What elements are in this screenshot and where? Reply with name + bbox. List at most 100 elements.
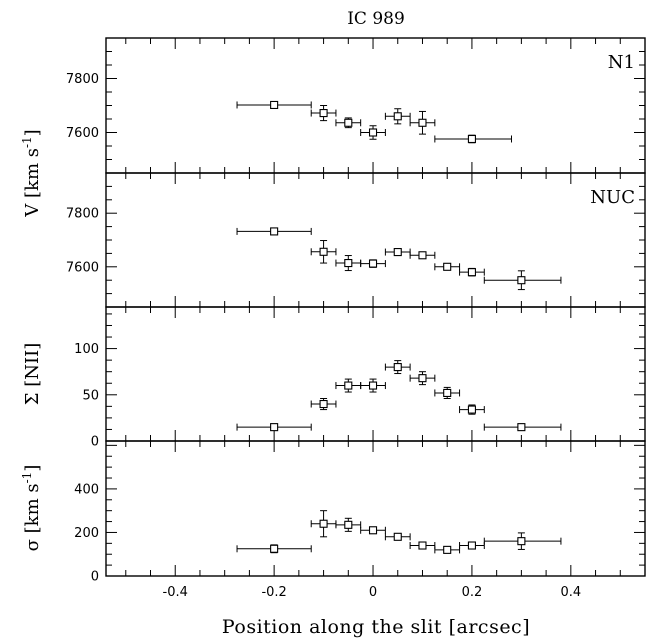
x-axis-label: Position along the slit [arcsec] [222, 616, 530, 638]
data-point [409, 371, 436, 386]
figure-title: IC 989 [347, 9, 405, 29]
marker-square [467, 541, 476, 550]
panel-1: 7800 7600 N1 [66, 37, 646, 174]
data-point [483, 270, 562, 291]
data-point [360, 125, 386, 140]
data-point [434, 262, 461, 271]
ylabel-units: [km s [22, 148, 43, 198]
data-point [409, 541, 436, 550]
x-tick-label: -0.4 [163, 585, 188, 600]
marker-square [270, 227, 279, 236]
data-point [409, 251, 436, 260]
y-tick-label: 7800 [66, 207, 99, 222]
marker-square [368, 381, 378, 390]
marker-square [368, 259, 378, 268]
marker-square [443, 545, 452, 554]
marker-square [443, 388, 452, 397]
y-axis-label-dispersion: σ [km s-1] [20, 465, 43, 552]
x-tick-label: 0.2 [462, 585, 483, 600]
marker-square [368, 128, 378, 137]
y-tick-label: 7600 [66, 260, 99, 275]
data-point [236, 423, 312, 432]
data-point [335, 255, 362, 272]
marker-square [418, 251, 427, 260]
panels: 7800 7600 N1 7800 7600 NUC 100 50 0 400 200 0 V [km … [20, 37, 646, 585]
marker-square [319, 519, 328, 528]
ylabel-bracket: ] [22, 129, 43, 136]
marker-square [393, 248, 402, 257]
marker-square [319, 247, 328, 256]
panel-4: 400 200 0 [74, 440, 646, 585]
panel-frame [105, 440, 646, 577]
data-point [335, 117, 362, 129]
marker-square [418, 374, 427, 383]
marker-square [393, 532, 402, 541]
marker-square [270, 100, 279, 110]
data-point [335, 378, 362, 393]
marker-square [467, 405, 476, 414]
data-point [384, 248, 411, 257]
data-point [483, 423, 562, 432]
data-point [360, 526, 386, 535]
data-point [459, 267, 485, 277]
y-tick-label: 100 [74, 342, 99, 357]
ylabel-symbol: V [22, 198, 43, 218]
marker-square [368, 526, 378, 535]
data-point [236, 544, 312, 554]
marker-square [517, 423, 526, 432]
data-point [459, 404, 485, 415]
x-tick-label: 0 [369, 585, 377, 600]
data-point [310, 397, 337, 411]
data-point [384, 360, 411, 375]
marker-square [319, 399, 328, 409]
marker-square [467, 134, 476, 144]
panel-frame [105, 306, 646, 442]
y-tick-label: 7600 [66, 126, 99, 141]
data-point [434, 545, 461, 554]
marker-square [517, 537, 526, 546]
marker-square [418, 541, 427, 550]
data-point [483, 532, 562, 550]
data-point [459, 541, 485, 550]
y-axis-label-flux: Σ [NII] [22, 343, 43, 405]
y-tick-label: 400 [74, 482, 99, 497]
data-point [434, 386, 461, 399]
data-point [335, 517, 362, 532]
x-tick-label: -0.2 [261, 585, 286, 600]
data-point [409, 110, 436, 135]
panel-label: N1 [608, 52, 635, 73]
x-axis: -0.4 -0.2 0 0.2 0.4 [163, 585, 582, 600]
data-point [310, 510, 337, 538]
y-tick-label: 200 [74, 526, 99, 541]
y-tick-label: 0 [91, 570, 99, 585]
ylabel-exponent: -1 [20, 136, 34, 148]
y-tick-label: 0 [91, 435, 99, 450]
marker-square [443, 262, 452, 271]
marker-square [270, 423, 279, 432]
data-point [384, 532, 411, 541]
data-point [236, 100, 312, 110]
panel-3: 100 50 0 [74, 306, 646, 450]
ylabel-symbol: σ [22, 533, 43, 551]
ylabel-text: Σ [NII] [22, 343, 43, 405]
y-axis-label-velocity: V [km s-1] [20, 129, 43, 217]
data-point [310, 105, 337, 122]
marker-square [517, 276, 526, 285]
y-tick-label: 7800 [66, 72, 99, 87]
marker-square [467, 268, 476, 277]
ylabel-units: [km s [22, 483, 43, 533]
data-point [434, 134, 512, 144]
marker-square [418, 118, 427, 127]
panel-label: NUC [590, 187, 635, 208]
marker-square [344, 118, 353, 127]
marker-square [344, 520, 353, 529]
marker-square [393, 112, 402, 121]
data-point [236, 227, 312, 236]
ylabel-exponent: -1 [20, 472, 34, 484]
panel-frame [105, 172, 646, 308]
marker-square [344, 258, 353, 268]
panel-2: 7800 7600 NUC [66, 172, 646, 308]
marker-square [344, 381, 353, 390]
marker-square [270, 544, 279, 553]
